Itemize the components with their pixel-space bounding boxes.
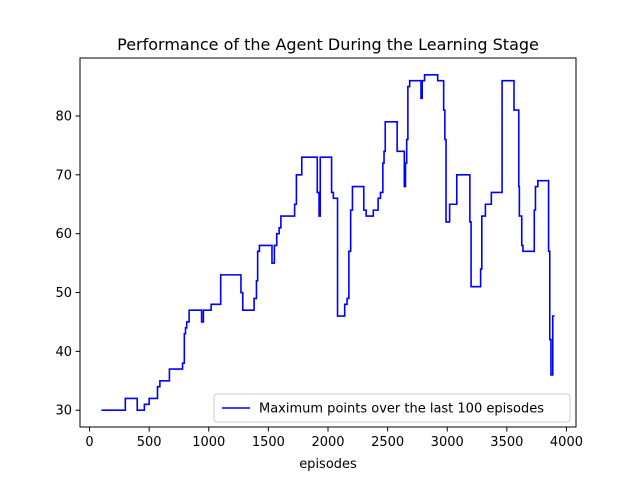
x-axis-label: episodes	[299, 457, 357, 472]
x-tick-label: 3000	[431, 435, 464, 450]
x-tick-label: 1000	[192, 435, 225, 450]
legend: Maximum points over the last 100 episode…	[213, 393, 571, 423]
legend-entry-label: Maximum points over the last 100 episode…	[259, 402, 544, 417]
x-axis-ticks: 0 500 1000 1500 2000 2500 3000 3500 4000	[85, 427, 583, 450]
y-tick-label: 80	[55, 109, 72, 124]
x-tick-label: 2000	[311, 435, 344, 450]
x-tick-label: 2500	[371, 435, 404, 450]
x-tick-label: 1500	[252, 435, 285, 450]
y-tick-label: 40	[55, 345, 72, 360]
x-tick-label: 0	[85, 435, 93, 450]
y-tick-label: 50	[55, 286, 72, 301]
x-tick-label: 500	[137, 435, 162, 450]
y-tick-label: 30	[55, 404, 72, 419]
series-line-max-points	[101, 73, 555, 412]
y-tick-label: 70	[55, 168, 72, 183]
y-tick-label: 60	[55, 227, 72, 242]
chart-title: Performance of the Agent During the Lear…	[117, 35, 539, 54]
x-tick-label: 4000	[550, 435, 583, 450]
y-axis-ticks: 30 40 50 60 70 80	[55, 109, 80, 419]
x-tick-label: 3500	[490, 435, 523, 450]
legend-box	[213, 393, 571, 423]
